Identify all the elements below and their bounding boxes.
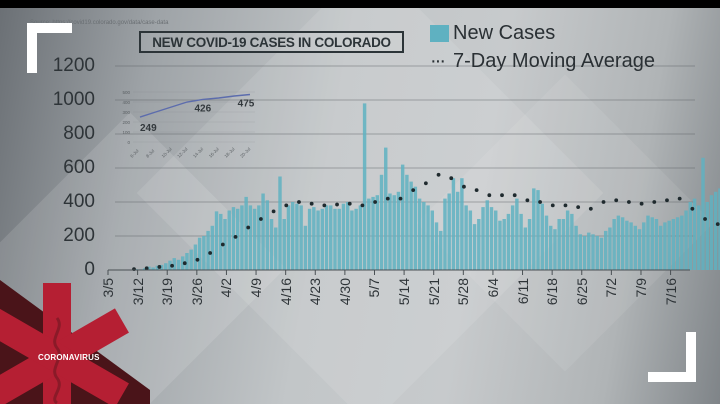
x-tick-label: 6/25 — [573, 278, 590, 306]
bar-swatch-icon — [430, 24, 449, 42]
x-tick-label: 3/26 — [188, 278, 205, 306]
coronavirus-label: CORONAVIRUS — [38, 353, 100, 362]
svg-text:200: 200 — [122, 120, 130, 125]
svg-text:18-Jul: 18-Jul — [223, 146, 235, 158]
x-tick-label: 4/23 — [307, 278, 324, 306]
legend: New Cases ··· 7-Day Moving Average — [430, 19, 655, 75]
y-tick-label: 800 — [63, 123, 95, 144]
legend-moving-average: ··· 7-Day Moving Average — [430, 47, 655, 75]
y-tick-label: 400 — [63, 191, 95, 212]
x-tick-label: 4/30 — [336, 278, 353, 306]
corner-bracket-bottom-right-h — [648, 372, 696, 382]
svg-text:100: 100 — [122, 130, 130, 135]
chart-canvas: 500 400 300 200 100 0 249 426 475 6-Jul 8-Jul 10-Ju… — [107, 65, 720, 275]
svg-text:16-Jul: 16-Jul — [208, 146, 220, 158]
svg-text:426: 426 — [195, 103, 212, 114]
svg-text:400: 400 — [122, 100, 130, 105]
svg-text:10-Jul: 10-Jul — [161, 146, 173, 158]
svg-text:249: 249 — [140, 123, 157, 134]
y-tick-label: 200 — [63, 225, 95, 246]
moving-average-dots — [132, 172, 720, 272]
corner-bracket-bottom-right — [686, 332, 696, 382]
y-tick-label: 1000 — [52, 89, 95, 110]
corner-bracket-top-left-h — [27, 23, 72, 33]
x-tick-label: 5/14 — [396, 278, 413, 306]
svg-text:0: 0 — [127, 140, 130, 145]
coronavirus-banner: CORONAVIRUS — [0, 280, 150, 404]
x-tick-label: 4/16 — [277, 278, 294, 306]
legend-new-cases-label: New Cases — [453, 21, 556, 44]
x-tick-label: 6/11 — [514, 278, 531, 305]
svg-text:6-Jul: 6-Jul — [129, 148, 139, 158]
svg-text:8-Jul: 8-Jul — [145, 148, 155, 158]
svg-text:14-Jul: 14-Jul — [192, 146, 204, 158]
y-tick-label: 600 — [63, 157, 95, 178]
x-tick-label: 5/7 — [366, 278, 383, 298]
svg-text:12-Jul: 12-Jul — [176, 146, 188, 158]
svg-text:500: 500 — [122, 90, 130, 95]
x-tick-label: 5/28 — [455, 278, 472, 306]
x-tick-label: 3/19 — [159, 278, 176, 306]
svg-text:20-Jul: 20-Jul — [239, 146, 251, 158]
legend-new-cases: New Cases — [430, 19, 655, 47]
x-tick-label: 7/9 — [632, 278, 649, 298]
inset-chart: 500 400 300 200 100 0 249 426 475 6-Jul 8-Jul 10-Ju… — [122, 90, 255, 159]
chart-title: NEW COVID-19 CASES IN COLORADO — [139, 31, 404, 53]
x-tick-label: 7/16 — [662, 278, 679, 306]
x-tick-label: 5/21 — [425, 278, 442, 306]
x-tick-label: 7/2 — [603, 278, 620, 298]
legend-moving-average-label: 7-Day Moving Average — [453, 49, 655, 72]
source-text: Source: https://covid19.colorado.gov/dat… — [30, 20, 169, 26]
svg-text:475: 475 — [238, 99, 255, 110]
x-axis — [107, 269, 690, 275]
x-tick-label: 4/9 — [248, 278, 265, 298]
corner-bracket-top-left — [27, 23, 37, 73]
star-of-life-icon — [0, 280, 150, 404]
x-tick-label: 6/4 — [484, 278, 501, 298]
x-tick-label: 6/18 — [544, 278, 561, 306]
svg-text:300: 300 — [122, 110, 130, 115]
y-tick-label: 0 — [84, 259, 95, 280]
x-tick-label: 4/2 — [218, 278, 235, 298]
y-tick-label: 1200 — [52, 55, 95, 76]
new-cases-bars — [126, 103, 720, 271]
broadcast-graphic: 500 400 300 200 100 0 249 426 475 6-Jul 8-Jul 10-Ju… — [0, 8, 720, 404]
dotted-line-icon: ··· — [430, 50, 446, 72]
